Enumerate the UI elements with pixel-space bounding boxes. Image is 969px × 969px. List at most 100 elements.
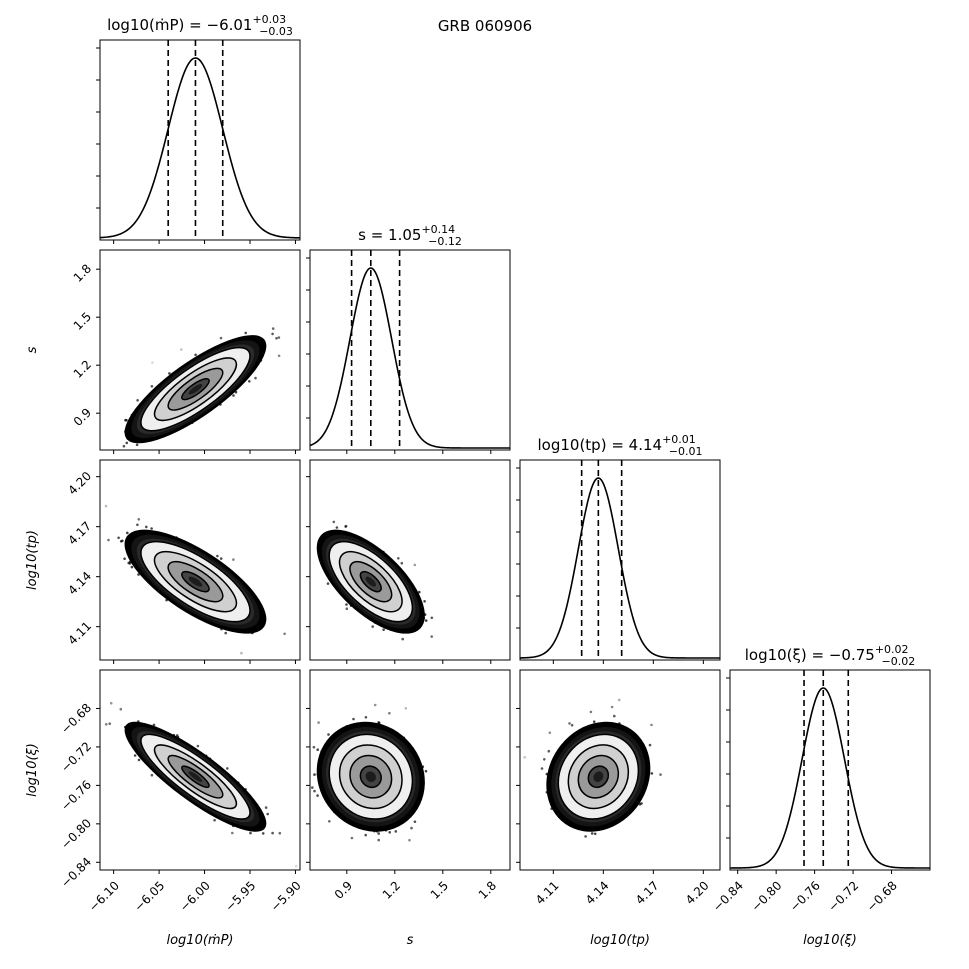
- xtick-label-xi: −0.68: [864, 878, 900, 914]
- panel-xi-mdot: −6.10 −6.05 −6.00 −5.95 −5.90 −0.84−0.80−0.76…: [58, 669, 304, 914]
- sample-point: [137, 758, 141, 762]
- sample-point: [400, 561, 404, 565]
- sample-point: [219, 336, 223, 340]
- figure-title: GRB 060906: [438, 17, 532, 35]
- ytick-label-tp: 4.14: [65, 569, 94, 598]
- sample-point: [137, 518, 141, 521]
- contour-level-3: [140, 540, 251, 623]
- panel-tp-tp: log10(tp) = 4.14+0.01 −0.01: [516, 433, 721, 664]
- panel-frame: [309, 669, 511, 871]
- sample-point: [104, 723, 108, 726]
- xtick-label-mdot: −6.10: [86, 878, 122, 914]
- marginal-title-s-err-minus: −0.12: [428, 235, 462, 248]
- xtick-label-xi: −0.72: [826, 878, 862, 914]
- sample-point: [180, 348, 183, 351]
- sample-point: [277, 354, 281, 358]
- sample-point: [196, 744, 200, 748]
- marginal-title-tp: log10(tp) = 4.14+0.01 −0.01: [537, 433, 702, 458]
- sample-point: [408, 838, 411, 842]
- density-area: [316, 520, 434, 641]
- panels: log10(ṁP) = −6.01+0.03 −0.03 0.9 1.2 1.5 1.8 s…: [25, 13, 931, 948]
- sample-point: [327, 733, 330, 736]
- sample-point: [401, 637, 405, 641]
- sample-point: [590, 832, 594, 835]
- marginal-title-s-err-plus: +0.14: [421, 223, 455, 236]
- panel-frame: [99, 669, 301, 871]
- ytick-label-xi: −0.68: [58, 701, 94, 737]
- contour-level-2: [153, 357, 238, 422]
- xtick-label-xi: −0.76: [787, 878, 823, 914]
- xtick-label-mdot: −5.95: [222, 878, 258, 914]
- density-fill-7: [365, 576, 376, 587]
- density-fill-7: [365, 771, 376, 783]
- sample-point: [130, 565, 134, 569]
- density-area: [122, 327, 281, 448]
- panel-tp-mdot: 4.11 4.14 4.17 4.20: [65, 459, 301, 664]
- sample-point: [244, 331, 247, 335]
- density-fill-7: [593, 771, 604, 783]
- panel-mdot-mdot: log10(ṁP) = −6.01+0.03 −0.03: [96, 13, 301, 244]
- sample-point: [145, 525, 148, 529]
- sample-point: [151, 361, 154, 364]
- marginal-title-mdot-value: −6.01: [207, 16, 253, 34]
- panel-frame: [99, 39, 301, 241]
- sample-point: [371, 625, 375, 628]
- sample-point: [133, 754, 137, 757]
- density-fill-7: [188, 771, 203, 783]
- ytick-label-xi: −0.84: [58, 855, 94, 891]
- marginal-title-tp-value: 4.14: [629, 436, 662, 454]
- contour-level-2: [338, 550, 403, 613]
- sample-point: [231, 831, 234, 835]
- panel-frame: [519, 459, 721, 661]
- sample-point: [213, 818, 216, 822]
- sample-point: [311, 786, 314, 789]
- marginal-curve-xi: [730, 687, 930, 869]
- marginal-title-mdot-prefix: log10(ṁP) =: [107, 16, 206, 34]
- contour-level-3: [328, 540, 414, 623]
- sample-point: [294, 864, 298, 868]
- yaxis-label-xi: log10(ξ): [25, 743, 40, 797]
- ytick-label-tp: 4.17: [65, 519, 94, 548]
- sample-point: [617, 698, 621, 702]
- sample-point: [123, 557, 126, 560]
- sample-point: [404, 707, 408, 710]
- marginal-title-mdot-err-plus: +0.03: [252, 13, 286, 26]
- panel-frame: [99, 459, 301, 661]
- xtick-label-xi: −0.84: [710, 878, 746, 914]
- sample-point: [249, 831, 252, 835]
- sample-point: [240, 651, 243, 655]
- panel-frame: [309, 459, 511, 661]
- sample-point: [388, 711, 391, 715]
- sample-point: [312, 745, 316, 749]
- xtick-label-tp: 4.20: [683, 878, 712, 907]
- sample-point: [306, 804, 309, 807]
- density-area: [104, 701, 298, 868]
- marginal-title-mdot-err-minus: −0.03: [259, 25, 293, 38]
- sample-point: [226, 767, 229, 770]
- sample-point: [278, 831, 282, 835]
- contour-level-2: [153, 744, 238, 810]
- contour-level-0: [587, 765, 610, 789]
- sample-point: [125, 441, 129, 445]
- sample-point: [543, 758, 546, 761]
- ytick-label-xi: −0.76: [58, 778, 94, 814]
- sample-point: [232, 558, 235, 561]
- sample-point: [126, 531, 129, 535]
- marginal-title-tp-prefix: log10(tp) =: [537, 436, 628, 454]
- density-fill-7: [188, 576, 203, 587]
- xtick-label-mdot: −6.00: [177, 878, 213, 914]
- sample-point: [307, 795, 310, 798]
- sample-point: [104, 504, 108, 508]
- sample-point: [394, 830, 398, 833]
- marginal-title-mdot: log10(ṁP) = −6.01+0.03 −0.03: [107, 13, 293, 38]
- marginal-curve-mdot: [99, 57, 301, 239]
- sample-point: [410, 826, 413, 830]
- panel-xi-xi: log10(ξ) = −0.75+0.02 −0.02−0.84 −0.80 −0.7…: [710, 643, 931, 914]
- sample-point: [224, 631, 227, 635]
- sample-point: [650, 772, 654, 775]
- sample-point: [107, 538, 110, 542]
- ytick-label-s: 1.2: [71, 357, 94, 380]
- sample-point: [377, 832, 381, 835]
- sample-point: [119, 540, 123, 543]
